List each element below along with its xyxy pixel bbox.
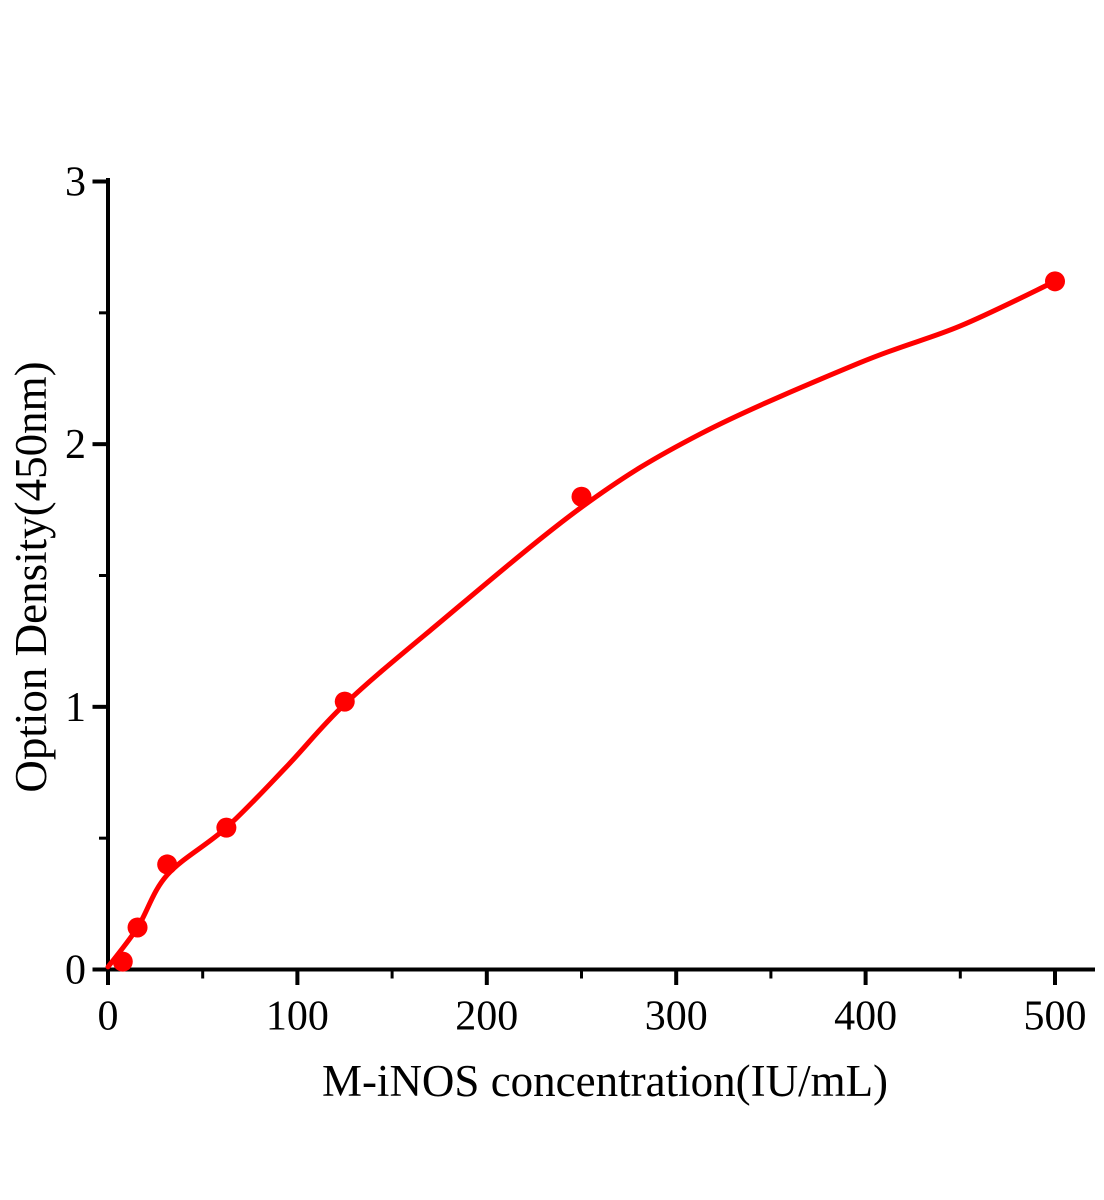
- x-axis-tick-label: 500: [1024, 994, 1087, 1040]
- y-axis-tick-label: 3: [65, 160, 86, 206]
- data-point-marker: [127, 917, 148, 938]
- data-point-marker: [334, 691, 355, 712]
- y-axis-tick-label: 2: [65, 422, 86, 468]
- x-axis-tick-label: 300: [645, 994, 708, 1040]
- data-point-marker: [1045, 271, 1065, 292]
- y-axis-tick-label: 0: [65, 948, 86, 994]
- x-axis-tick-label: 400: [834, 994, 897, 1040]
- data-point-marker: [157, 854, 178, 875]
- y-axis-title: Option Density(450nm): [6, 361, 56, 792]
- fit-curve-line: [105, 278, 1058, 970]
- x-axis-tick-label: 100: [266, 994, 329, 1040]
- data-point-marker: [571, 486, 592, 507]
- x-axis-title: M-iNOS concentration(IU/mL): [322, 1056, 888, 1106]
- data-point-marker: [216, 817, 237, 838]
- y-axis-tick-label: 1: [65, 685, 86, 731]
- x-axis-tick-label: 200: [455, 994, 518, 1040]
- x-axis-tick-label: 0: [98, 994, 119, 1040]
- data-point-marker: [112, 951, 133, 972]
